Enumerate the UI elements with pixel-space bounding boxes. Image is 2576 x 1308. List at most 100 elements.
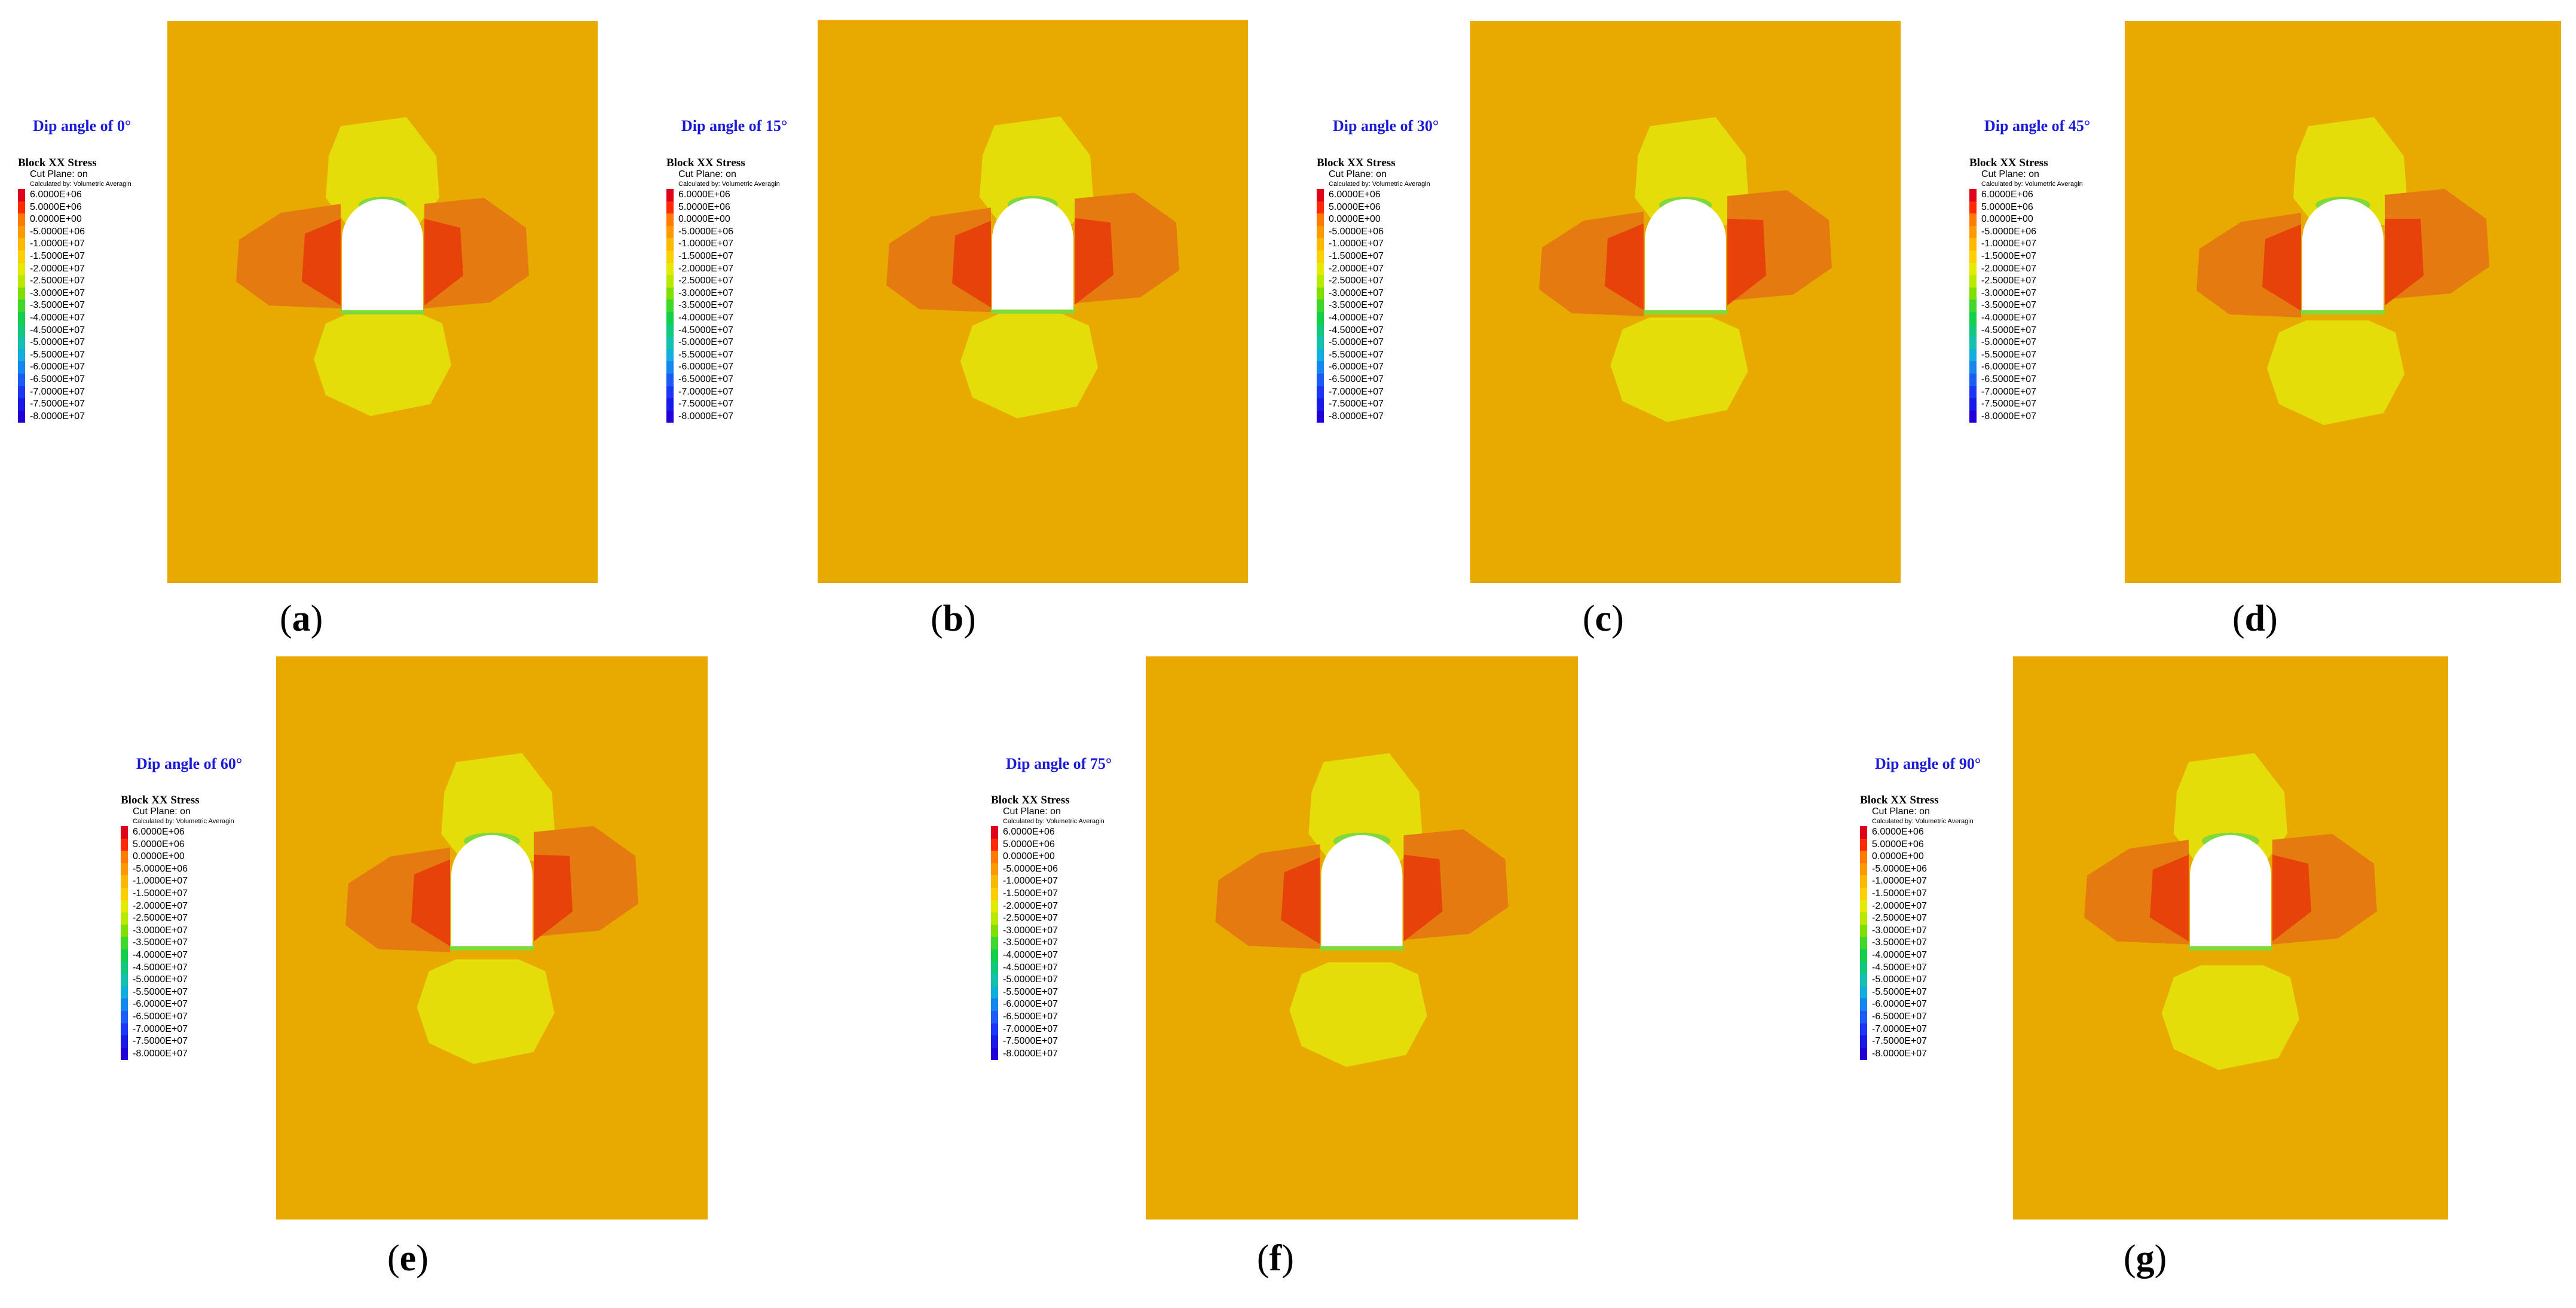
legend-swatch bbox=[1969, 410, 1977, 423]
legend-entry: -5.5000E+07 bbox=[991, 986, 1105, 999]
legend-entry: 5.0000E+06 bbox=[666, 201, 780, 214]
legend-value: -8.0000E+07 bbox=[678, 411, 734, 421]
legend-entry: -5.5000E+07 bbox=[121, 986, 234, 999]
legend-entry: -6.0000E+07 bbox=[18, 361, 131, 374]
legend-entry: -6.0000E+07 bbox=[991, 998, 1105, 1011]
legend-swatch bbox=[1860, 961, 1867, 974]
legend-entry: -8.0000E+07 bbox=[666, 410, 780, 423]
legend-entry: -1.0000E+07 bbox=[666, 238, 780, 250]
legend-swatch bbox=[18, 349, 25, 362]
legend-value: -8.0000E+07 bbox=[1981, 411, 2037, 421]
legend-entry: -5.5000E+07 bbox=[1317, 349, 1430, 362]
legend-value: -5.0000E+07 bbox=[678, 337, 734, 348]
legend-value: -5.0000E+06 bbox=[1981, 226, 2037, 237]
legend-swatch bbox=[1860, 949, 1867, 962]
legend-value: -6.5000E+07 bbox=[1003, 1011, 1058, 1022]
legend-value: 6.0000E+06 bbox=[678, 190, 730, 200]
legend-value: -4.5000E+07 bbox=[133, 962, 188, 973]
legend-entry: -5.0000E+07 bbox=[1969, 337, 2083, 349]
subfigure-label: (g) bbox=[2124, 1238, 2167, 1279]
legend-entry: -5.0000E+07 bbox=[666, 337, 780, 349]
stress-legend: Block XX Stress Cut Plane: on Calculated b… bbox=[991, 794, 1105, 1061]
legend-swatch bbox=[991, 1023, 998, 1036]
legend-swatch bbox=[991, 924, 998, 937]
legend-value: 0.0000E+00 bbox=[1003, 851, 1055, 862]
legend-entry: -1.0000E+07 bbox=[1317, 238, 1430, 250]
right-red-zone bbox=[1727, 219, 1766, 305]
legend-swatch bbox=[1969, 275, 1977, 288]
legend-swatch bbox=[121, 1010, 128, 1023]
legend-swatch bbox=[666, 201, 674, 214]
legend-entry: -3.5000E+07 bbox=[991, 937, 1105, 949]
legend-entry: 6.0000E+06 bbox=[666, 189, 780, 201]
tunnel-excavation bbox=[1321, 835, 1403, 946]
legend-scale: 6.0000E+06 5.0000E+06 0.0000E+00 -5.0000E+0… bbox=[1317, 189, 1430, 423]
legend-title: Block XX Stress bbox=[666, 157, 745, 169]
right-red-zone bbox=[2385, 219, 2424, 305]
legend-value: -7.5000E+07 bbox=[30, 399, 85, 409]
legend-entry: -2.0000E+07 bbox=[1969, 262, 2083, 276]
legend-value: -1.5000E+07 bbox=[30, 250, 85, 261]
legend-entry: -5.0000E+06 bbox=[121, 863, 234, 876]
legend-entry: -5.0000E+06 bbox=[666, 225, 780, 239]
right-red-zone bbox=[1403, 854, 1443, 942]
legend-entry: -8.0000E+07 bbox=[18, 410, 131, 423]
legend-title: Block XX Stress bbox=[1860, 794, 1939, 806]
dip-angle-title: Dip angle of 60° bbox=[136, 755, 243, 772]
upper-stress-lobe bbox=[326, 117, 439, 225]
legend-value: -4.0000E+07 bbox=[678, 312, 734, 323]
legend-value: -3.0000E+07 bbox=[678, 288, 734, 298]
legend-value: -1.5000E+07 bbox=[1003, 888, 1058, 899]
legend-entry: -7.0000E+07 bbox=[666, 386, 780, 399]
legend-value: -6.5000E+07 bbox=[1872, 1011, 1928, 1022]
legend-value: -3.5000E+07 bbox=[1003, 937, 1058, 948]
legend-value: 0.0000E+00 bbox=[133, 851, 185, 862]
legend-swatch bbox=[18, 398, 25, 411]
legend-entry: -6.5000E+07 bbox=[1860, 1010, 1974, 1023]
legend-scale: 6.0000E+06 5.0000E+06 0.0000E+00 -5.0000E+0… bbox=[666, 189, 780, 423]
right-red-zone bbox=[534, 854, 573, 942]
legend-value: -2.5000E+07 bbox=[678, 276, 734, 286]
left-red-zone bbox=[2150, 854, 2189, 942]
legend-swatch bbox=[18, 386, 25, 399]
legend-swatch bbox=[1317, 373, 1324, 386]
legend-entry: 0.0000E+00 bbox=[121, 851, 234, 863]
upper-stress-lobe bbox=[2293, 117, 2407, 225]
legend-swatch bbox=[121, 851, 128, 863]
legend-value: -1.0000E+07 bbox=[30, 239, 85, 249]
legend-entry: -1.5000E+07 bbox=[1860, 887, 1974, 900]
legend-entry: -6.5000E+07 bbox=[18, 373, 131, 386]
legend-swatch bbox=[18, 189, 25, 201]
legend-value: -7.5000E+07 bbox=[1872, 1036, 1928, 1047]
legend-cut-plane: Cut Plane: on bbox=[30, 169, 88, 179]
legend-swatch bbox=[18, 201, 25, 214]
legend-value: -1.0000E+07 bbox=[1003, 876, 1058, 887]
legend-value: 5.0000E+06 bbox=[1981, 201, 2033, 212]
legend-entry: -6.5000E+07 bbox=[121, 1010, 234, 1023]
legend-value: -7.0000E+07 bbox=[1981, 386, 2037, 397]
left-red-zone bbox=[411, 859, 450, 946]
legend-swatch bbox=[991, 826, 998, 839]
legend-entry: -1.5000E+07 bbox=[666, 250, 780, 263]
legend-swatch bbox=[1860, 1023, 1867, 1036]
legend-swatch bbox=[121, 937, 128, 949]
legend-swatch bbox=[991, 961, 998, 974]
legend-value: -4.5000E+07 bbox=[1981, 325, 2037, 335]
legend-entry: -5.5000E+07 bbox=[666, 349, 780, 362]
legend-swatch bbox=[121, 974, 128, 986]
lower-stress-lobe bbox=[1610, 317, 1748, 422]
legend-swatch bbox=[1860, 924, 1867, 937]
legend-swatch bbox=[666, 189, 674, 201]
legend-value: -7.5000E+07 bbox=[1329, 399, 1384, 409]
legend-swatch bbox=[1860, 937, 1867, 949]
legend-swatch bbox=[1860, 998, 1867, 1011]
legend-value: -6.0000E+07 bbox=[1872, 999, 1928, 1010]
legend-value: 5.0000E+06 bbox=[133, 839, 185, 849]
legend-entry: -6.0000E+07 bbox=[1969, 361, 2083, 374]
legend-value: -1.0000E+07 bbox=[133, 876, 188, 887]
legend-entry: 6.0000E+06 bbox=[18, 189, 131, 201]
legend-value: -7.5000E+07 bbox=[678, 399, 734, 409]
legend-entry: -4.0000E+07 bbox=[666, 311, 780, 325]
subfigure-label: (f) bbox=[1257, 1238, 1294, 1279]
lower-stress-lobe bbox=[2162, 965, 2299, 1070]
